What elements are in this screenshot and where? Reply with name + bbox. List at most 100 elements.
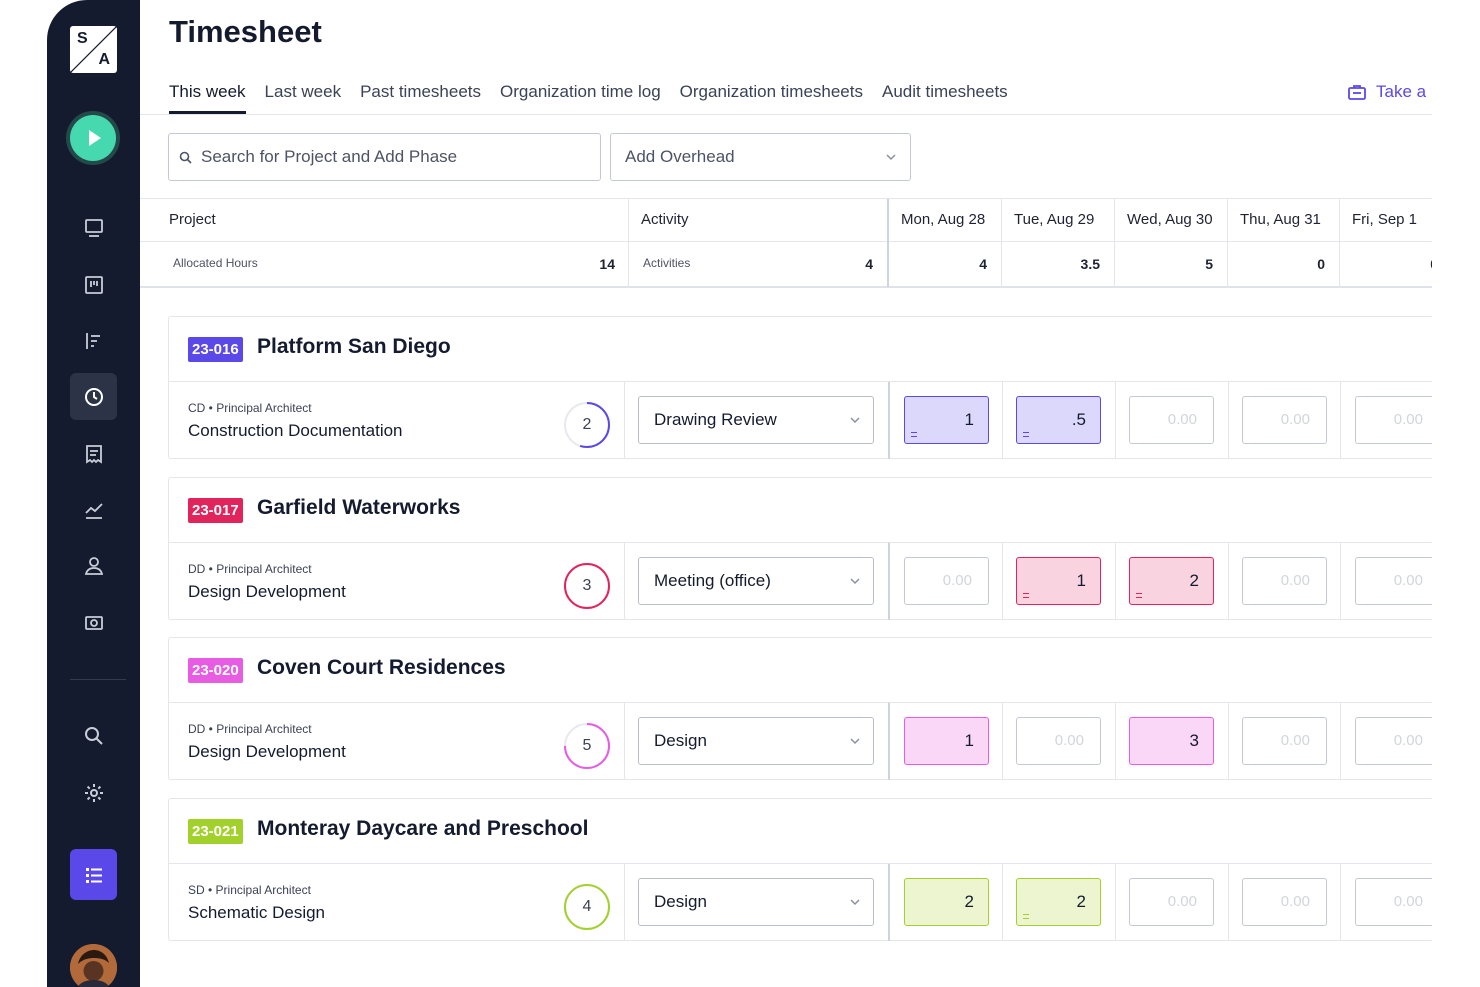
tab-this-week[interactable]: This week — [169, 82, 246, 114]
note-icon[interactable] — [1023, 432, 1029, 437]
hours-value: 0.00 — [1167, 411, 1197, 428]
sidebar-item-search[interactable] — [70, 712, 117, 759]
hours-input[interactable]: 2 — [1016, 878, 1101, 926]
day-column-header: Tue, Aug 29 — [1014, 211, 1095, 228]
cell-divider — [1228, 864, 1229, 941]
hours-input[interactable]: 2 — [904, 878, 989, 926]
project-column-header[interactable]: Project — [169, 211, 216, 228]
sidebar-item-people[interactable] — [70, 542, 117, 589]
note-icon[interactable] — [1136, 593, 1142, 598]
hours-input[interactable]: .5 — [1016, 396, 1101, 444]
cell-divider — [1340, 543, 1341, 620]
activity-select[interactable]: Design — [638, 878, 874, 926]
cell-divider — [888, 543, 890, 620]
cell-divider — [1340, 864, 1341, 941]
project-header[interactable]: 23-016 Platform San Diego — [169, 317, 1438, 382]
search-icon — [84, 726, 103, 745]
sidebar-item-reports[interactable] — [70, 486, 117, 533]
activity-column-header[interactable]: Activity — [641, 211, 689, 228]
sidebar-item-schedule[interactable] — [70, 317, 117, 364]
phase-progress-ring[interactable]: 2 — [563, 401, 611, 449]
phase-progress-ring[interactable]: 5 — [563, 722, 611, 770]
tab-audit-timesheets[interactable]: Audit timesheets — [882, 82, 1008, 101]
hours-input[interactable]: 1 — [1016, 557, 1101, 605]
add-overhead-select[interactable]: Add Overhead — [610, 133, 911, 181]
hours-input[interactable]: 0.00 — [1129, 878, 1214, 926]
cell-divider — [1228, 543, 1229, 620]
col-divider — [1114, 199, 1115, 287]
sidebar-item-invoices[interactable] — [70, 430, 117, 477]
day-column-header: Fri, Sep 1 — [1352, 211, 1418, 228]
user-avatar[interactable] — [70, 944, 117, 987]
cell-divider — [1002, 382, 1003, 459]
cell-divider — [1002, 864, 1003, 941]
start-timer-button[interactable] — [70, 115, 116, 161]
tab-past-timesheets[interactable]: Past timesheets — [360, 82, 482, 101]
hours-input[interactable]: 0.00 — [1129, 396, 1214, 444]
tab-last-week[interactable]: Last week — [264, 82, 342, 101]
hours-input[interactable]: 0.00 — [1242, 557, 1327, 605]
tab-organization-time-log[interactable]: Organization time log — [500, 82, 661, 101]
hours-input[interactable]: 0.00 — [1242, 878, 1327, 926]
logo-letter-bottom: A — [98, 51, 110, 68]
hours-input[interactable]: 0.00 — [1355, 717, 1440, 765]
money-icon — [84, 615, 103, 630]
hours-value: 1 — [964, 410, 974, 429]
avatar-portrait — [70, 944, 117, 987]
activity-value: Design — [654, 892, 707, 911]
sidebar-item-dashboard[interactable] — [70, 204, 117, 251]
cell-divider — [888, 382, 890, 459]
hours-input[interactable]: 0.00 — [1355, 557, 1440, 605]
phase-progress-ring[interactable]: 3 — [563, 562, 611, 610]
sidebar-item-board[interactable] — [70, 261, 117, 308]
project-name: Monteray Daycare and Preschool — [257, 817, 589, 840]
phase-count: 5 — [582, 737, 592, 754]
tab-organization-timesheets[interactable]: Organization timesheets — [679, 82, 863, 101]
hours-value: 0.00 — [1054, 732, 1084, 749]
hours-input[interactable]: 1 — [904, 717, 989, 765]
sidebar-item-tasks[interactable] — [70, 849, 117, 900]
activity-select[interactable]: Meeting (office) — [638, 557, 874, 605]
project-header[interactable]: 23-017 Garfield Waterworks — [169, 478, 1438, 543]
hours-input[interactable]: 3 — [1129, 717, 1214, 765]
search-placeholder: Search for Project and Add Phase — [201, 147, 458, 166]
project-header[interactable]: 23-021 Monteray Daycare and Preschool — [169, 799, 1438, 864]
take-tour-button[interactable]: Take a — [1347, 82, 1426, 102]
day-column-header: Thu, Aug 31 — [1240, 211, 1321, 228]
project-card: 23-021 Monteray Daycare and Preschool SD •… — [168, 798, 1440, 941]
project-header[interactable]: 23-020 Coven Court Residences — [169, 638, 1438, 703]
cell-divider — [624, 703, 625, 780]
hours-input[interactable]: 0.00 — [1355, 878, 1440, 926]
chevron-down-icon — [886, 154, 896, 161]
sidebar-item-billing[interactable] — [70, 599, 117, 646]
phase-progress-ring[interactable]: 4 — [563, 883, 611, 931]
hours-value: 0.00 — [1280, 572, 1310, 589]
sidebar-item-settings[interactable] — [70, 769, 117, 816]
hours-value: 2 — [964, 892, 974, 911]
allocated-hours-value: 14 — [599, 256, 615, 272]
project-card: 23-016 Platform San Diego CD • Principal A… — [168, 316, 1440, 459]
hours-input[interactable]: 1 — [904, 396, 989, 444]
hours-input[interactable]: 0.00 — [1355, 396, 1440, 444]
activity-select[interactable]: Design — [638, 717, 874, 765]
activity-select[interactable]: Drawing Review — [638, 396, 874, 444]
hours-input[interactable]: 2 — [1129, 557, 1214, 605]
app-logo[interactable]: S A — [70, 26, 117, 73]
hours-value: 0.00 — [1280, 732, 1310, 749]
project-name: Garfield Waterworks — [257, 496, 461, 519]
sidebar-item-timesheet[interactable] — [70, 373, 117, 420]
hours-input[interactable]: 0.00 — [904, 557, 989, 605]
day-column-header: Mon, Aug 28 — [901, 211, 986, 228]
note-icon[interactable] — [1023, 914, 1029, 919]
project-search-input[interactable]: Search for Project and Add Phase — [168, 133, 601, 181]
col-divider — [887, 199, 889, 287]
day-total: 3.5 — [1080, 256, 1100, 272]
note-icon[interactable] — [911, 432, 917, 437]
hours-input[interactable]: 0.00 — [1242, 717, 1327, 765]
hours-input[interactable]: 0.00 — [1016, 717, 1101, 765]
phase-count: 3 — [582, 577, 592, 594]
cell-divider — [1340, 382, 1341, 459]
note-icon[interactable] — [1023, 593, 1029, 598]
play-icon — [89, 130, 101, 146]
hours-input[interactable]: 0.00 — [1242, 396, 1327, 444]
